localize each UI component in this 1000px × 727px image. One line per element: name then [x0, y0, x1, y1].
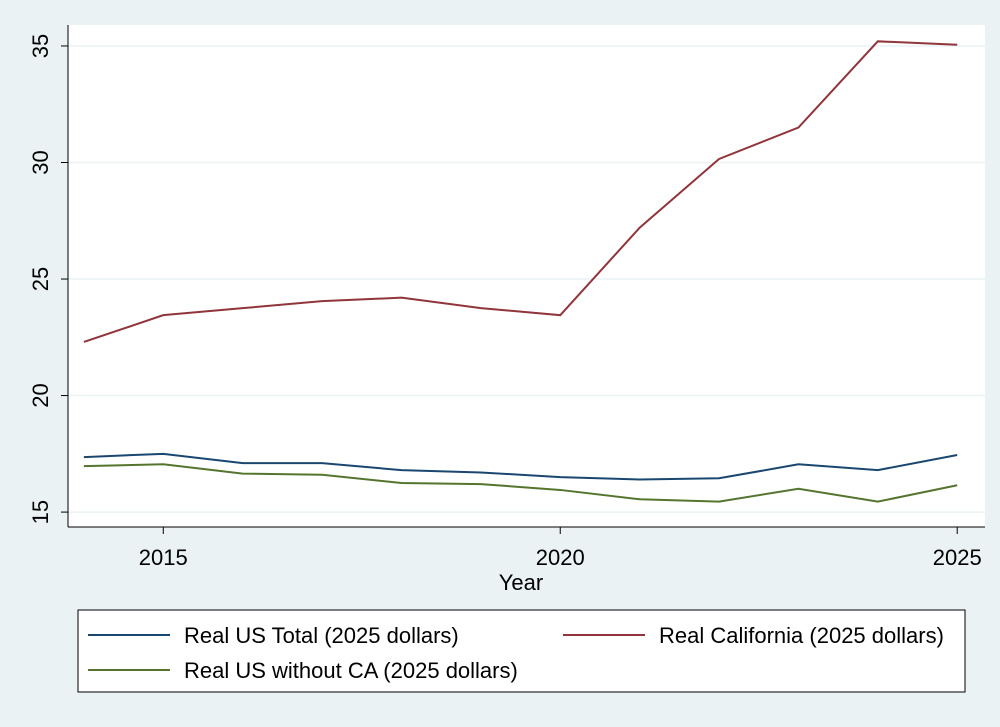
y-tick-label: 35: [28, 34, 53, 58]
line: [83, 40, 958, 343]
y-tick-label: 20: [28, 383, 53, 407]
x-tick-label: 2015: [139, 545, 188, 570]
legend-label: Real US Total (2025 dollars): [184, 623, 459, 648]
plot-area: [68, 25, 985, 527]
x-tick-label: 2025: [933, 545, 982, 570]
x-tick-label: 2020: [536, 545, 585, 570]
legend: [77, 609, 966, 693]
x-axis-label: Year: [499, 570, 543, 595]
y-tick-label: 25: [28, 267, 53, 291]
line: [83, 463, 958, 503]
y-tick-label: 15: [28, 500, 53, 524]
y-tick-label: 30: [28, 150, 53, 174]
legend-label: Real US without CA (2025 dollars): [184, 658, 518, 683]
legend-label: Real California (2025 dollars): [659, 623, 944, 648]
line: [83, 452, 958, 481]
